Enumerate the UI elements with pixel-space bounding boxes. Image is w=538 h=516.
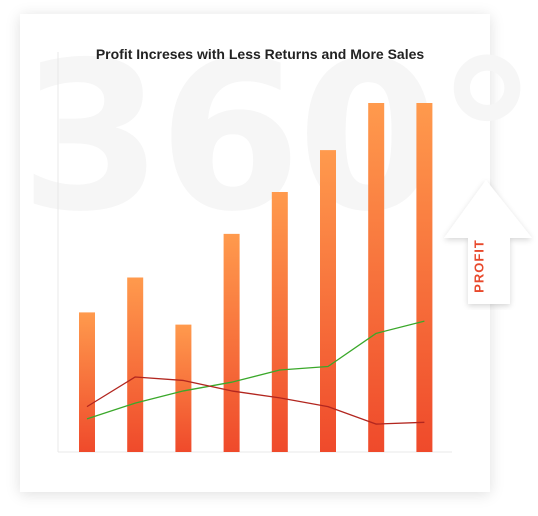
bar-series bbox=[79, 103, 433, 453]
bar-6 bbox=[320, 150, 336, 453]
chart-card bbox=[20, 14, 490, 492]
arrow-shape bbox=[444, 180, 532, 304]
red-line bbox=[86, 376, 425, 425]
bar-5 bbox=[271, 191, 288, 452]
profit-arrow-icon bbox=[444, 180, 532, 304]
bar-3 bbox=[175, 324, 192, 452]
bar-7 bbox=[368, 103, 385, 452]
bar-8 bbox=[416, 103, 433, 452]
bar-2 bbox=[127, 277, 144, 452]
profit-label: PROFIT bbox=[471, 239, 487, 293]
line-series bbox=[86, 320, 425, 425]
green-line bbox=[86, 320, 425, 420]
chart-title: Profit Increses with Less Returns and Mo… bbox=[95, 46, 425, 62]
bar-1 bbox=[79, 312, 95, 452]
bar-4 bbox=[223, 233, 240, 452]
